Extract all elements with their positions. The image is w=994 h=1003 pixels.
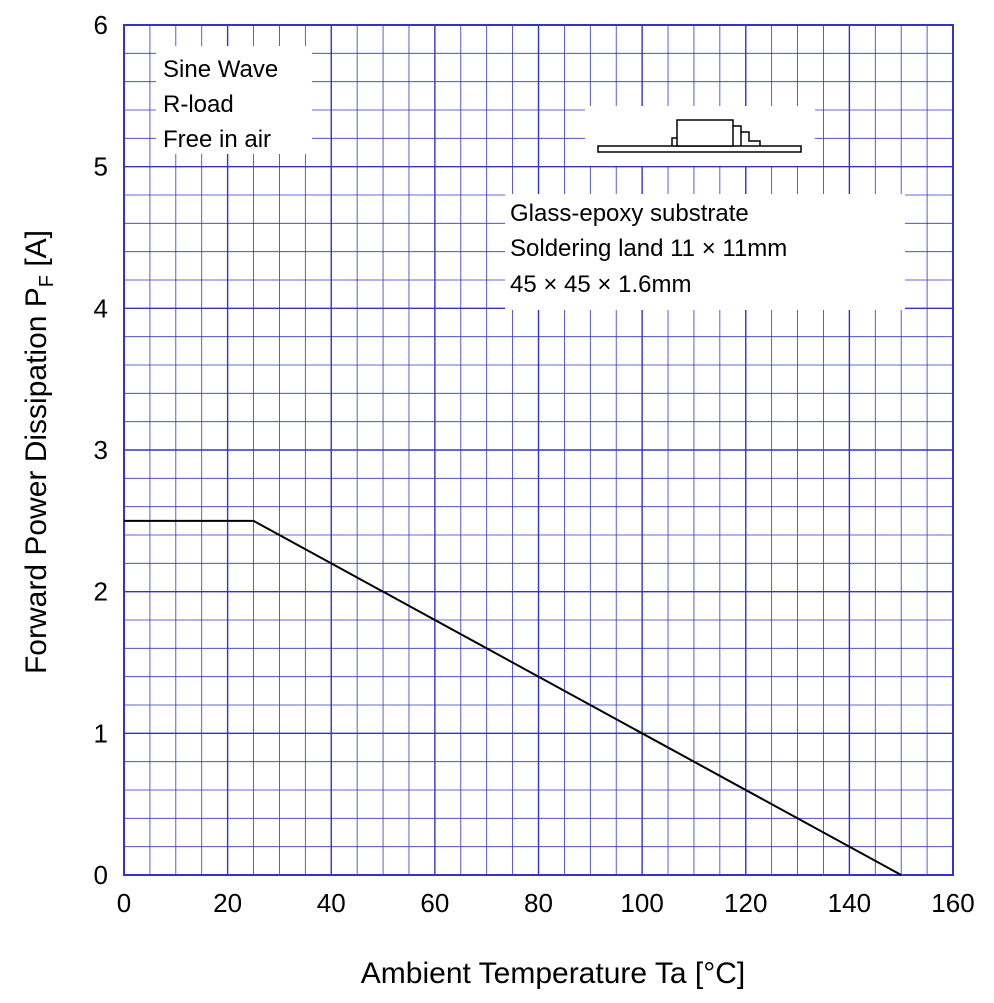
substrate-box <box>505 194 905 310</box>
y-tick-label: 5 <box>94 152 108 182</box>
x-tick-label: 160 <box>931 888 974 918</box>
conditions-box <box>156 46 312 154</box>
y-axis-title: Forward Power Dissipation PF [A] <box>20 230 58 674</box>
x-tick-label: 120 <box>724 888 767 918</box>
x-tick-label: 80 <box>524 888 553 918</box>
y-axis-title-main: Forward Power Dissipation P <box>20 287 53 674</box>
package-diagram <box>585 106 815 166</box>
axis-ticks: 0 20 40 60 80 100 120 140 160 0 1 2 3 4 5 6 <box>94 10 975 918</box>
plot-frame <box>123 24 954 876</box>
y-axis-title-unit: [A] <box>20 230 53 275</box>
substrate-line-1: Glass-epoxy substrate <box>510 200 749 227</box>
x-tick-label: 0 <box>117 888 131 918</box>
x-tick-label: 60 <box>420 888 449 918</box>
condition-line-1: Sine Wave <box>163 56 278 83</box>
x-axis-title: Ambient Temperature Ta [°C] <box>361 957 745 990</box>
x-tick-label: 100 <box>620 888 663 918</box>
y-tick-label: 6 <box>94 10 108 40</box>
y-tick-label: 2 <box>94 577 108 607</box>
x-tick-label: 140 <box>828 888 871 918</box>
substrate-line-3: 45 × 45 × 1.6mm <box>510 271 691 298</box>
x-tick-label: 20 <box>213 888 242 918</box>
x-tick-label: 40 <box>317 888 346 918</box>
y-tick-label: 3 <box>94 435 108 465</box>
y-tick-label: 1 <box>94 718 108 748</box>
y-tick-label: 4 <box>94 293 108 323</box>
series-line <box>124 519 902 876</box>
y-axis-title-subscript: F <box>36 275 58 287</box>
condition-line-2: R-load <box>163 91 234 118</box>
condition-line-3: Free in air <box>163 126 271 153</box>
y-tick-label: 0 <box>94 860 108 890</box>
substrate-line-2: Soldering land 11 × 11mm <box>510 235 787 262</box>
